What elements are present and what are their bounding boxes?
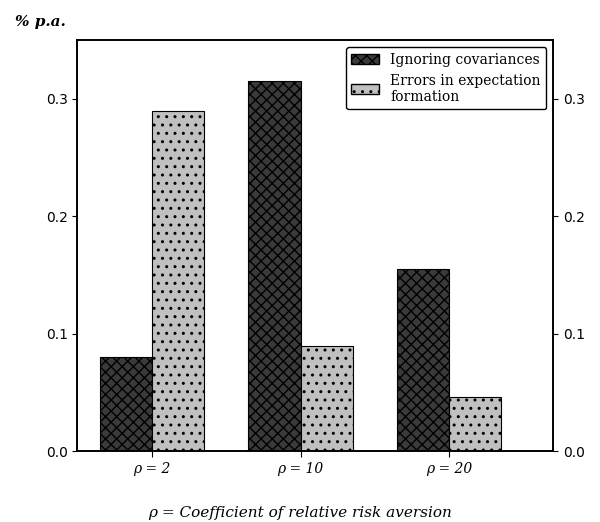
Bar [301, 346, 353, 451]
Text: ρ = Coefficient of relative risk aversion: ρ = Coefficient of relative risk aversio… [148, 506, 452, 520]
Bar [397, 269, 449, 451]
Bar [100, 357, 152, 451]
Bar [449, 397, 501, 451]
Legend: Ignoring covariances, Errors in expectation
formation: Ignoring covariances, Errors in expectat… [346, 47, 547, 109]
Text: % p.a.: % p.a. [15, 15, 66, 29]
Bar [248, 81, 301, 451]
Bar [152, 111, 204, 451]
